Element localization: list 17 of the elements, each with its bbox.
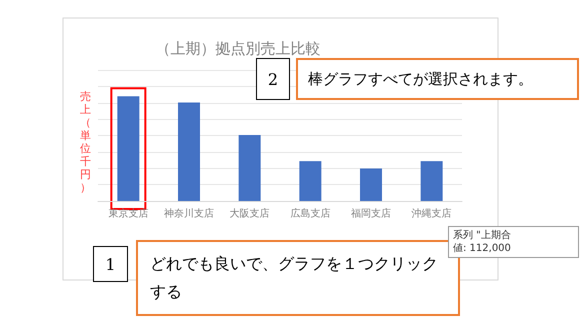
number-box: 2 bbox=[256, 58, 290, 100]
callout-box: 棒グラフすべてが選択されます。 bbox=[296, 58, 579, 100]
bar bbox=[178, 102, 200, 201]
x-tick-label: 福岡支店 bbox=[351, 208, 391, 220]
x-tick-label: 神奈川支店 bbox=[164, 208, 214, 220]
x-tick-label: 大阪支店 bbox=[230, 208, 270, 220]
tooltip-box: 系列 "上期合 値: 112,000 bbox=[448, 226, 579, 258]
bar bbox=[299, 161, 322, 201]
x-tick-label: 沖縄支店 bbox=[412, 208, 452, 220]
chart-title: （上期）拠点別売上比較 bbox=[156, 40, 320, 58]
bar bbox=[420, 161, 443, 201]
bar bbox=[238, 134, 261, 201]
x-tick-label: 東京支店 bbox=[108, 208, 148, 220]
x-tick-label: 広島支店 bbox=[290, 208, 330, 220]
bar bbox=[360, 168, 382, 201]
number-box: 1 bbox=[93, 246, 128, 282]
y-axis-title: 売上（単位千円） bbox=[80, 90, 91, 194]
